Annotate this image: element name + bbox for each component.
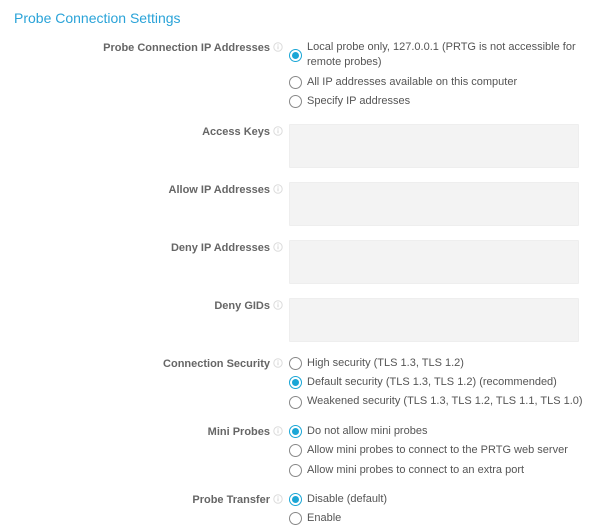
radio-label: All IP addresses available on this compu… (307, 75, 517, 90)
radio-option-mini-probes-web[interactable]: Allow mini probes to connect to the PRTG… (289, 443, 583, 458)
radio-label: Disable (default) (307, 492, 387, 507)
radio-option-default-security[interactable]: Default security (TLS 1.3, TLS 1.2) (rec… (289, 375, 583, 390)
section-title: Probe Connection Settings (14, 10, 583, 26)
radio-indicator (289, 76, 302, 89)
row-deny-ip: Deny IP Addresses (14, 240, 583, 284)
access-keys-input[interactable] (289, 124, 579, 168)
info-icon[interactable] (273, 358, 283, 368)
row-mini-probes: Mini Probes Do not allow mini probes All… (14, 424, 583, 478)
radio-indicator (289, 444, 302, 457)
deny-ip-input[interactable] (289, 240, 579, 284)
label-deny-ip: Deny IP Addresses (14, 240, 289, 254)
label-text: Deny IP Addresses (171, 242, 270, 254)
radio-indicator (289, 512, 302, 525)
radio-option-no-mini-probes[interactable]: Do not allow mini probes (289, 424, 583, 439)
info-icon[interactable] (273, 42, 283, 52)
radio-label: Weakened security (TLS 1.3, TLS 1.2, TLS… (307, 394, 583, 409)
radio-label: High security (TLS 1.3, TLS 1.2) (307, 356, 464, 371)
radio-option-weakened-security[interactable]: Weakened security (TLS 1.3, TLS 1.2, TLS… (289, 394, 583, 409)
label-text: Probe Connection IP Addresses (103, 42, 270, 54)
label-text: Allow IP Addresses (169, 184, 270, 196)
label-deny-gids: Deny GIDs (14, 298, 289, 312)
info-icon[interactable] (273, 242, 283, 252)
row-access-keys: Access Keys (14, 124, 583, 168)
radio-option-mini-probes-port[interactable]: Allow mini probes to connect to an extra… (289, 463, 583, 478)
radio-option-local-probe[interactable]: Local probe only, 127.0.0.1 (PRTG is not… (289, 40, 583, 71)
radio-label: Default security (TLS 1.3, TLS 1.2) (rec… (307, 375, 557, 390)
radio-option-transfer-enable[interactable]: Enable (289, 511, 583, 526)
control-deny-gids (289, 298, 583, 342)
control-allow-ip (289, 182, 583, 226)
row-probe-transfer: Probe Transfer Disable (default) Enable (14, 492, 583, 527)
radio-indicator (289, 95, 302, 108)
label-text: Mini Probes (208, 426, 270, 438)
radio-indicator (289, 396, 302, 409)
info-icon[interactable] (273, 126, 283, 136)
info-icon[interactable] (273, 494, 283, 504)
radio-option-high-security[interactable]: High security (TLS 1.3, TLS 1.2) (289, 356, 583, 371)
row-deny-gids: Deny GIDs (14, 298, 583, 342)
label-text: Probe Transfer (192, 494, 270, 506)
row-connection-security: Connection Security High security (TLS 1… (14, 356, 583, 410)
label-probe-connection-ip: Probe Connection IP Addresses (14, 40, 289, 54)
radio-group-connection-security: High security (TLS 1.3, TLS 1.2) Default… (289, 356, 583, 410)
radio-indicator (289, 464, 302, 477)
deny-gids-input[interactable] (289, 298, 579, 342)
allow-ip-input[interactable] (289, 182, 579, 226)
radio-indicator (289, 357, 302, 370)
radio-option-transfer-disable[interactable]: Disable (default) (289, 492, 583, 507)
radio-indicator (289, 376, 302, 389)
radio-label: Specify IP addresses (307, 94, 410, 109)
row-allow-ip: Allow IP Addresses (14, 182, 583, 226)
radio-label: Local probe only, 127.0.0.1 (PRTG is not… (307, 40, 583, 71)
radio-label: Do not allow mini probes (307, 424, 427, 439)
info-icon[interactable] (273, 184, 283, 194)
label-text: Connection Security (163, 358, 270, 370)
label-mini-probes: Mini Probes (14, 424, 289, 438)
radio-indicator (289, 49, 302, 62)
radio-option-specify-ip[interactable]: Specify IP addresses (289, 94, 583, 109)
radio-indicator (289, 425, 302, 438)
radio-group-probe-transfer: Disable (default) Enable (289, 492, 583, 527)
row-probe-connection-ip: Probe Connection IP Addresses Local prob… (14, 40, 583, 110)
label-text: Access Keys (202, 126, 270, 138)
label-text: Deny GIDs (214, 300, 270, 312)
radio-label: Allow mini probes to connect to the PRTG… (307, 443, 568, 458)
radio-group-probe-connection-ip: Local probe only, 127.0.0.1 (PRTG is not… (289, 40, 583, 110)
info-icon[interactable] (273, 300, 283, 310)
radio-indicator (289, 493, 302, 506)
control-deny-ip (289, 240, 583, 284)
label-connection-security: Connection Security (14, 356, 289, 370)
control-access-keys (289, 124, 583, 168)
info-icon[interactable] (273, 426, 283, 436)
radio-label: Enable (307, 511, 341, 526)
label-access-keys: Access Keys (14, 124, 289, 138)
label-allow-ip: Allow IP Addresses (14, 182, 289, 196)
radio-label: Allow mini probes to connect to an extra… (307, 463, 524, 478)
radio-option-all-ip[interactable]: All IP addresses available on this compu… (289, 75, 583, 90)
radio-group-mini-probes: Do not allow mini probes Allow mini prob… (289, 424, 583, 478)
